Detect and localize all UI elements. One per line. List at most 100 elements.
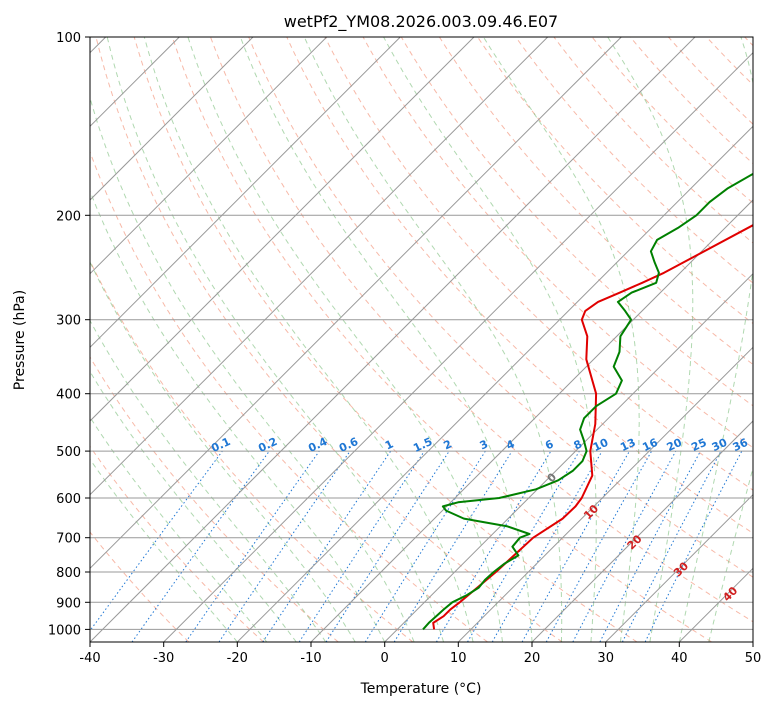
y-axis-label: Pressure (hPa)	[12, 290, 28, 390]
dry-adiabat	[668, 37, 753, 125]
isotherm-line	[752, 641, 753, 642]
moist-adiabat	[90, 416, 268, 642]
moist-adiabat	[187, 37, 503, 642]
mixing-ratio-line	[572, 450, 677, 642]
y-tick-label: 500	[56, 445, 81, 460]
mixing-ratio-label: 30	[710, 436, 730, 454]
dry-adiabat	[90, 150, 488, 642]
x-tick-label: 50	[745, 651, 762, 666]
moist-adiabat	[239, 37, 533, 642]
moist-adiabat	[482, 37, 640, 642]
x-tick-label: -40	[79, 651, 100, 666]
dry-adiabat	[90, 531, 190, 642]
mixing-ratio-label: 16	[640, 436, 660, 454]
isotherm-line	[90, 37, 328, 275]
mixing-ratio-label: 20	[665, 436, 685, 454]
y-tick-label: 200	[56, 209, 81, 224]
dry-adiabat	[515, 37, 753, 284]
isotherm-line	[531, 420, 753, 642]
dry-adiabat	[706, 37, 753, 86]
mixing-ratio-line	[435, 450, 552, 642]
dry-adiabat	[90, 356, 339, 642]
dry-adiabat	[95, 37, 563, 642]
plot-frame	[89, 36, 754, 643]
mixing-ratio-label: 1.5	[411, 435, 434, 455]
mixing-ratio-line	[364, 450, 486, 642]
moist-adiabat	[90, 458, 238, 642]
dewpoint-line	[422, 172, 753, 631]
y-tick-label: 900	[56, 596, 81, 611]
x-tick-label: -10	[300, 651, 321, 666]
y-tick-label: 1000	[48, 623, 81, 638]
moist-adiabat	[607, 37, 694, 642]
mixing-ratio-line	[521, 450, 630, 642]
mixing-ratio-label: 0.1	[209, 435, 232, 455]
moist-adiabat	[90, 370, 297, 642]
moist-adiabat	[303, 37, 563, 642]
dry-adiabat	[438, 37, 753, 366]
background-lines	[90, 37, 753, 642]
mixing-ratio-line	[218, 450, 351, 642]
mixing-ratio-label: 0.6	[337, 435, 360, 455]
moist-adiabat	[383, 37, 597, 642]
x-tick-label: 0	[381, 651, 389, 666]
mixing-ratio-line	[185, 450, 320, 642]
isotherm-line	[90, 37, 475, 422]
moist-adiabat-label: 30	[671, 559, 691, 579]
dry-adiabat	[744, 37, 753, 47]
mixing-ratio-line	[90, 450, 223, 632]
mixing-ratio-label: 1	[383, 437, 395, 452]
y-tick-label: 700	[56, 532, 81, 547]
mixing-ratio-label: 10	[591, 436, 611, 454]
isotherm-line	[384, 272, 753, 642]
mixing-ratio-label: 13	[618, 436, 637, 454]
dry-adiabat	[133, 37, 638, 642]
axes: -40 -30 -20 -10 0 10 20 30 40 5010020030040050060…	[48, 31, 761, 666]
y-tick-label: 300	[56, 314, 81, 329]
moist-adiabat	[106, 37, 445, 642]
dry-adiabat	[248, 37, 753, 578]
mixing-ratio-label: 3	[478, 437, 490, 452]
moist-adiabat-label: 20	[625, 532, 645, 552]
y-tick-label: 400	[56, 388, 81, 403]
mixing-ratio-line	[262, 450, 392, 642]
mixing-ratio-label: 6	[543, 437, 556, 452]
x-axis-label: Temperature (°C)	[360, 681, 482, 697]
mixing-ratio-label: 4	[504, 437, 517, 452]
mixing-ratio-line	[545, 450, 653, 642]
mixing-ratio-label: 0.2	[256, 435, 279, 455]
isotherm-line	[90, 37, 622, 570]
y-tick-label: 800	[56, 566, 81, 581]
isotherm-line	[90, 37, 254, 201]
mixing-ratio-line	[325, 450, 450, 642]
isotherm-line	[90, 37, 549, 496]
moist-adiabat	[143, 37, 474, 642]
mixing-ratio-line	[644, 450, 743, 642]
profile-lines	[422, 172, 753, 631]
isotherm-line	[457, 346, 753, 642]
y-tick-label: 100	[56, 31, 81, 46]
isotherm-line	[163, 51, 753, 642]
x-tick-label: 10	[450, 651, 467, 666]
dry-adiabat	[210, 37, 753, 623]
mixing-ratio-label: 0.4	[306, 435, 329, 455]
isotherm-line	[605, 493, 753, 642]
isotherm-line	[90, 37, 401, 349]
x-tick-label: 20	[524, 651, 541, 666]
x-tick-label: -30	[153, 651, 174, 666]
dry-adiabat	[90, 445, 264, 642]
chart-title: wetPf2_YM08.2026.003.09.46.E07	[284, 12, 558, 32]
dry-adiabat	[90, 259, 414, 642]
isotherm-line	[678, 567, 753, 642]
mixing-ratio-label: 25	[689, 436, 708, 454]
x-tick-label: -20	[227, 651, 248, 666]
mixing-ratio-label: 2	[442, 437, 454, 452]
isotherm-line	[236, 125, 753, 642]
x-tick-label: 30	[597, 651, 614, 666]
dry-adiabat	[171, 37, 712, 642]
temperature-line	[432, 224, 753, 630]
isotherm-line	[90, 37, 696, 642]
moist-adiabat	[90, 260, 356, 642]
y-tick-label: 600	[56, 492, 81, 507]
